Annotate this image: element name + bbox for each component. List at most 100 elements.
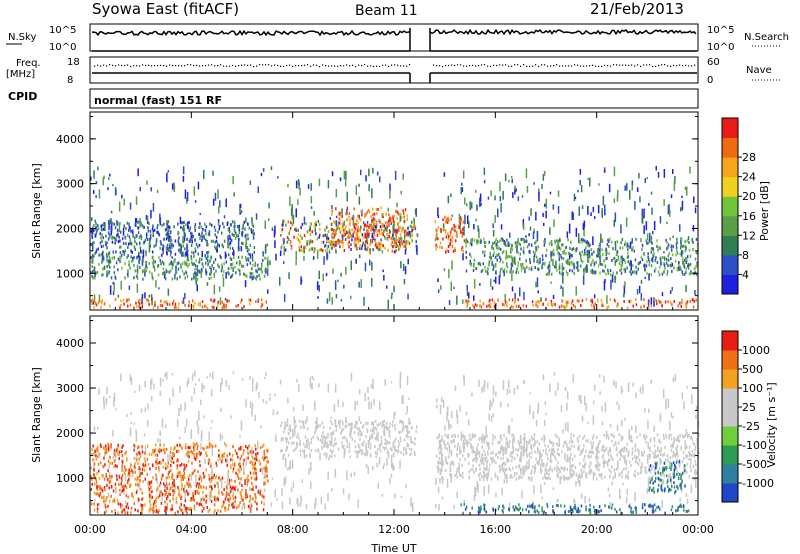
nave-dot xyxy=(253,66,255,68)
data-cell xyxy=(385,221,387,225)
data-cell xyxy=(331,422,333,426)
data-cell xyxy=(126,256,128,260)
data-cell xyxy=(201,300,204,304)
nave-dot xyxy=(181,65,183,67)
data-cell xyxy=(281,229,283,233)
data-cell xyxy=(452,228,455,231)
data-cell xyxy=(338,227,341,231)
data-cell xyxy=(344,237,347,241)
data-cell xyxy=(304,435,307,439)
data-cell xyxy=(121,474,124,477)
data-cell xyxy=(161,492,164,496)
data-cell xyxy=(554,241,556,245)
data-cell xyxy=(305,504,308,510)
data-cell xyxy=(211,476,213,480)
data-cell xyxy=(196,454,198,457)
data-cell xyxy=(93,266,96,270)
data-cell xyxy=(576,299,579,303)
data-cell xyxy=(188,300,190,304)
data-cell xyxy=(96,492,98,496)
data-cell xyxy=(190,429,193,440)
data-cell xyxy=(232,252,234,256)
data-cell xyxy=(120,245,122,249)
data-cell xyxy=(399,430,401,434)
data-cell xyxy=(320,438,322,442)
nave-dot xyxy=(208,64,210,66)
data-cell xyxy=(286,437,288,441)
data-cell xyxy=(130,241,132,245)
data-cell xyxy=(253,477,256,481)
data-cell xyxy=(206,258,209,263)
data-cell xyxy=(267,260,269,264)
data-cell xyxy=(599,254,601,265)
data-cell xyxy=(537,245,539,249)
data-cell xyxy=(194,271,196,275)
data-cell xyxy=(596,449,598,457)
data-cell xyxy=(386,458,388,466)
data-cell xyxy=(515,242,517,246)
data-cell xyxy=(370,429,372,433)
data-cell xyxy=(332,236,334,240)
data-cell xyxy=(483,380,486,389)
data-cell xyxy=(123,472,126,475)
data-cell xyxy=(193,504,196,508)
data-cell xyxy=(227,271,229,275)
data-cell xyxy=(144,451,146,455)
data-cell xyxy=(152,448,154,452)
data-cell xyxy=(147,485,150,489)
data-cell xyxy=(261,270,263,274)
nave-dot xyxy=(637,64,639,66)
data-cell xyxy=(134,390,136,393)
noise-tick-bottom-right: 10^0 xyxy=(707,42,734,53)
data-cell xyxy=(393,285,395,293)
data-cell xyxy=(580,395,582,404)
data-cell xyxy=(495,270,497,275)
data-cell xyxy=(448,269,450,279)
data-cell xyxy=(91,302,93,305)
data-cell xyxy=(212,266,215,270)
data-cell xyxy=(303,250,305,254)
data-cell xyxy=(123,488,125,491)
data-cell xyxy=(181,300,184,304)
data-cell xyxy=(150,496,152,500)
data-cell xyxy=(372,225,374,229)
data-cell xyxy=(379,176,381,183)
data-cell xyxy=(107,231,110,235)
data-cell xyxy=(530,208,532,216)
data-cell xyxy=(255,467,257,471)
data-cell xyxy=(366,430,369,433)
data-cell xyxy=(448,444,451,455)
data-cell xyxy=(683,244,685,248)
colorbar-tick-label: 20 xyxy=(742,190,756,203)
data-cell xyxy=(95,492,97,496)
data-cell xyxy=(133,263,135,267)
data-cell xyxy=(581,493,583,499)
data-cell xyxy=(398,246,400,250)
data-cell xyxy=(483,435,486,444)
data-cell xyxy=(494,240,497,244)
data-cell xyxy=(554,390,557,396)
data-cell xyxy=(481,268,484,272)
data-cell xyxy=(377,208,379,211)
data-cell xyxy=(525,259,527,263)
data-cell xyxy=(378,446,381,450)
data-cell xyxy=(541,264,543,268)
data-cell xyxy=(656,239,658,243)
data-cell xyxy=(681,300,683,304)
data-cell xyxy=(118,258,120,262)
data-cell xyxy=(309,240,312,244)
data-cell xyxy=(325,233,327,237)
data-cell xyxy=(141,504,144,507)
data-cell xyxy=(626,266,628,270)
data-cell xyxy=(335,215,338,219)
data-cell xyxy=(497,208,499,218)
data-cell xyxy=(309,377,312,387)
data-cell xyxy=(303,442,305,446)
data-cell xyxy=(500,203,502,213)
data-cell xyxy=(173,259,175,263)
data-cell xyxy=(598,183,600,186)
data-cell xyxy=(687,264,689,268)
data-cell xyxy=(95,457,97,461)
data-cell xyxy=(185,452,188,456)
